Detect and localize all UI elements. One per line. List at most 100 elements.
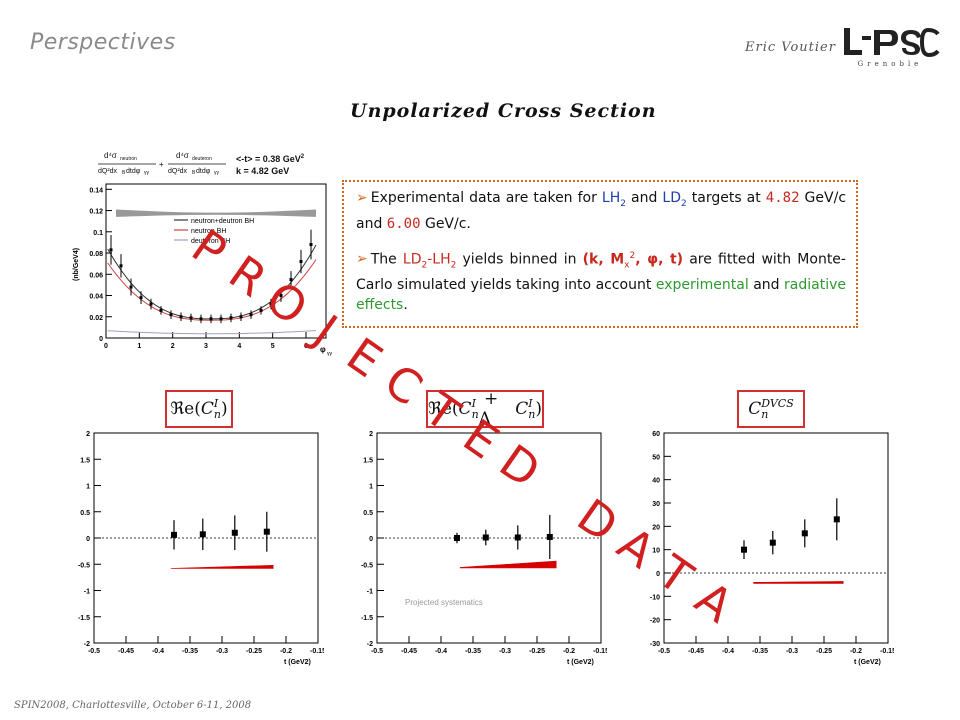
watermark-letter: E [337,327,392,388]
x-tick-label: -0.45 [118,648,134,655]
systematics-band [116,209,316,217]
data-point [259,308,263,312]
svg-text:γγ: γγ [214,170,220,176]
x-tick-label: -0.2 [850,648,862,655]
y-tick-label: 0.04 [89,294,103,301]
svg-text:dQ²dx: dQ²dx [168,168,188,175]
y-tick-label: 40 [652,478,660,485]
logo-subtitle: Grenoble [858,60,923,68]
y-tick-label: -0.5 [361,562,373,569]
x-axis-title: t (GeV2) [854,659,881,666]
y-tick-label: 2 [369,431,373,438]
y-tick-label: 0 [369,536,373,543]
data-point [769,539,776,546]
plot-cn-dvcs: -30 -20 -10 0 10 20 30 40 50 60 -0.5 -0.45 -0.4 -0.35… [650,431,894,666]
y-tick-label: 60 [652,431,660,438]
y-tick-label: -1 [367,589,373,596]
data-point [833,516,840,523]
data-point [119,264,123,268]
y-tick-label: -1.5 [78,615,90,622]
bullet-2: ➢ The LD2-LH2 yields binned in (k, Mx2, φ… [356,250,846,314]
curve-deuteron-bh [107,330,317,335]
svg-text:d⁴σ: d⁴σ [176,151,189,160]
plot-header-t: <-t> = 0.38 GeV2 [236,154,305,164]
x-tick-label: -0.5 [658,648,670,655]
y-tick-label: 0.5 [80,510,90,517]
data-point [514,534,521,541]
data-point [741,546,747,553]
y-tick-label: -20 [650,618,660,625]
y-tick-label: -2 [367,641,373,648]
data-point [109,248,113,252]
systematics-band [753,581,844,584]
x-tick-label: -0.4 [435,648,447,655]
data-point [229,316,233,320]
x-tick-label: -0.2 [280,648,292,655]
data-point [482,534,489,541]
x-tick-label: 6 [304,343,308,350]
x-tick-label: 3 [204,343,208,350]
legend-label: neutron+deutron BH [191,218,254,225]
data-point [249,313,253,317]
data-point [219,317,223,321]
lpsc-logo: Grenoble [844,27,940,68]
data-point [279,294,283,298]
x-tick-label: -0.2 [563,648,575,655]
data-point [209,317,213,321]
data-point [309,243,313,247]
watermark-letter: C [375,353,432,416]
projected-systematics-label: Projected systematics [405,598,483,607]
data-point [546,533,553,540]
y-tick-label: -2 [84,641,90,648]
x-tick-label: -0.25 [816,648,832,655]
data-point [454,535,460,541]
x-tick-label: -0.25 [246,648,262,655]
y-tick-label: 1.5 [363,457,373,464]
y-tick-label: 0.1 [93,230,103,237]
y-tick-label: -10 [650,594,660,601]
svg-text:+: + [159,160,164,169]
data-point [169,313,173,317]
plot-re-cn-plus-delta: -2 -1.5 -1 -0.5 0 0.5 1 1.5 2 -0.5 -0.45 -0.4 -0.35 -… [361,431,607,666]
plot-frame [663,432,889,644]
x-tick-label: -0.4 [722,648,734,655]
data-point [199,531,206,538]
x-axis-label: φ [320,345,326,354]
x-tick-label: -0.45 [688,648,704,655]
data-point [199,317,203,321]
systematics-band [459,560,557,569]
svg-text:dQ²dx: dQ²dx [98,168,118,175]
y-axis-label: (nb/GeV4) [73,248,80,281]
bullet-arrow-icon: ➢ [356,251,368,268]
legend-label: deuteron BH [191,238,230,245]
data-point [231,529,238,536]
y-tick-label: 50 [652,454,660,461]
svg-text:B: B [192,170,196,176]
data-point [239,315,243,319]
data-point [149,302,153,306]
x-tick-label: -0.4 [152,648,164,655]
y-tick-label: 1.5 [80,457,90,464]
y-tick-label: 1 [369,484,373,491]
data-point [179,315,183,319]
y-tick-label: 1 [86,484,90,491]
x-tick-label: -0.15 [310,648,324,655]
svg-text:dtdφ: dtdφ [126,168,141,175]
y-tick-label: -1 [84,589,90,596]
svg-text:deuteron: deuteron [192,156,212,162]
x-axis-title: t (GeV2) [284,659,311,666]
data-point [289,278,293,282]
x-tick-label: 0 [104,343,108,350]
x-tick-label: -0.25 [529,648,545,655]
section-title: Unpolarized Cross Section [350,100,657,122]
x-tick-label: -0.35 [182,648,198,655]
y-tick-label: 0.5 [363,510,373,517]
x-tick-label: 5 [271,343,275,350]
x-tick-label: -0.45 [401,648,417,655]
x-tick-label: 2 [171,343,175,350]
y-tick-label: 0 [99,336,103,343]
x-tick-label: -0.3 [499,648,511,655]
data-point [129,285,133,289]
data-point [801,530,808,537]
data-point [159,308,163,312]
